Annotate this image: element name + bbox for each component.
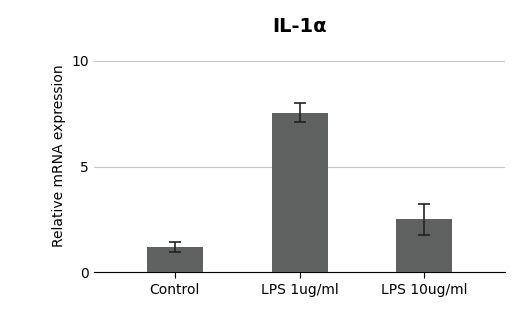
Bar xyxy=(147,247,203,272)
Bar xyxy=(396,219,452,272)
Y-axis label: Relative mRNA expression: Relative mRNA expression xyxy=(52,65,66,247)
Bar xyxy=(271,113,328,272)
Title: IL-1α: IL-1α xyxy=(272,17,327,36)
